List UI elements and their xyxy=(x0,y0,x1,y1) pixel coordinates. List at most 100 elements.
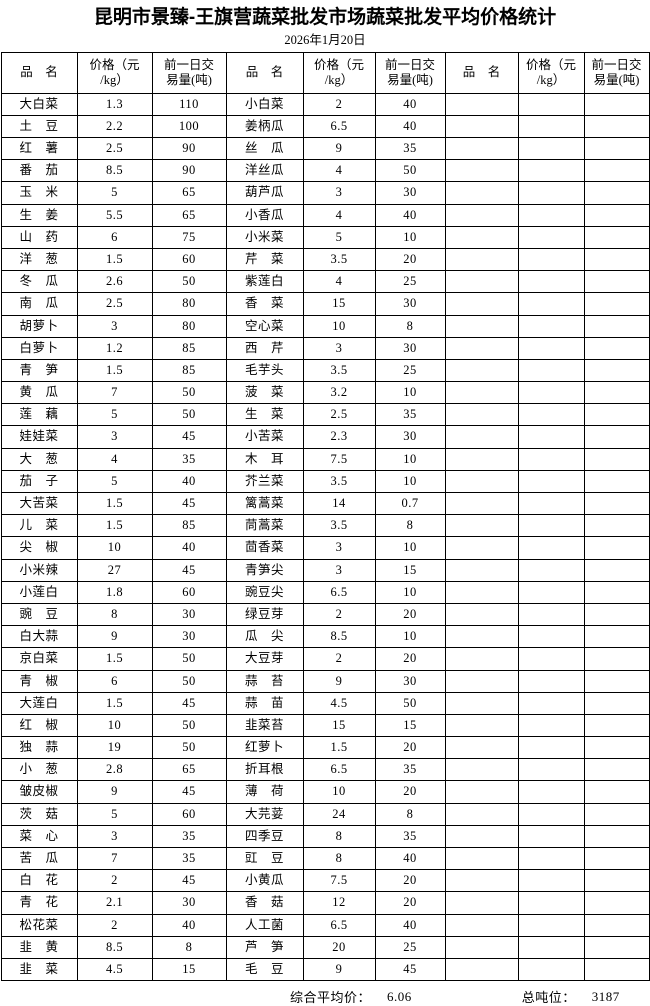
header-name-1: 品 名 xyxy=(0,51,78,94)
cell-volume-1: 45 xyxy=(151,425,227,449)
cell-volume-2: 40 xyxy=(374,92,446,116)
cell-product-name-3 xyxy=(444,824,519,849)
cell-product-name-1: 番 茄 xyxy=(0,159,78,183)
cell-volume-1: 15 xyxy=(151,957,227,982)
cell-price-2: 2 xyxy=(302,602,376,627)
header-price-line1: 价格（元 xyxy=(525,58,576,73)
cell-volume-1: 60 xyxy=(151,247,227,272)
cell-volume-3 xyxy=(583,824,650,849)
cell-price-2: 3.5 xyxy=(302,247,376,272)
cell-price-1: 1.3 xyxy=(76,92,153,116)
cell-volume-3 xyxy=(583,114,650,139)
cell-volume-3 xyxy=(583,381,650,405)
cell-volume-2: 10 xyxy=(374,580,446,604)
cell-volume-2: 10 xyxy=(374,447,446,471)
cell-volume-2: 10 xyxy=(374,625,446,649)
cell-price-1: 2.5 xyxy=(76,292,153,316)
cell-price-1: 2 xyxy=(76,913,153,937)
cell-price-2: 6.5 xyxy=(302,913,376,937)
cell-price-1: 8.5 xyxy=(76,935,153,959)
cell-volume-1: 30 xyxy=(151,891,227,915)
cell-volume-3 xyxy=(583,869,650,893)
cell-volume-2: 40 xyxy=(374,913,446,937)
cell-price-3 xyxy=(517,181,585,205)
cell-product-name-3 xyxy=(444,891,519,915)
table-row: 大 葱 4 35 木 耳 7.5 10 xyxy=(0,447,650,471)
cell-price-1: 3 xyxy=(76,824,153,849)
cell-volume-1: 45 xyxy=(151,869,227,893)
cell-price-2: 3 xyxy=(302,536,376,560)
table-row: 菜 心 3 35 四季豆 8 35 xyxy=(0,824,650,849)
cell-volume-1: 60 xyxy=(151,580,227,604)
cell-volume-1: 100 xyxy=(151,114,227,139)
cell-price-1: 7 xyxy=(76,847,153,871)
cell-volume-1: 60 xyxy=(151,802,227,826)
cell-product-name-1: 胡萝卜 xyxy=(0,314,78,338)
cell-price-2: 1.5 xyxy=(302,736,376,760)
cell-price-2: 2.5 xyxy=(302,403,376,427)
cell-product-name-3 xyxy=(444,469,519,494)
cell-volume-1: 50 xyxy=(151,669,227,693)
cell-price-2: 8.5 xyxy=(302,625,376,649)
cell-volume-3 xyxy=(583,780,650,804)
table-row: 茨 菇 5 60 大芫荽 24 8 xyxy=(0,802,650,826)
cell-product-name-1: 小莲白 xyxy=(0,580,78,604)
header-volume-line1: 前一日交 xyxy=(384,58,435,73)
cell-price-2: 10 xyxy=(302,780,376,804)
header-row: 品 名 价格（元 /kg） 前一日交 易量(吨) 品 名 价格（元 /kg） 前… xyxy=(0,51,650,94)
cell-price-2: 7.5 xyxy=(302,447,376,471)
cell-product-name-1: 大白菜 xyxy=(0,92,78,116)
cell-price-1: 5 xyxy=(76,403,153,427)
cell-price-2: 3.2 xyxy=(302,381,376,405)
cell-volume-3 xyxy=(583,203,650,227)
cell-volume-3 xyxy=(583,247,650,272)
cell-volume-1: 30 xyxy=(151,602,227,627)
cell-volume-1: 50 xyxy=(151,403,227,427)
cell-volume-1: 35 xyxy=(151,824,227,849)
cell-product-name-2: 芹 菜 xyxy=(225,247,304,272)
header-price-line2: /kg） xyxy=(324,72,354,87)
cell-product-name-2: 丝 瓜 xyxy=(225,137,304,161)
cell-product-name-3 xyxy=(444,647,519,671)
cell-price-3 xyxy=(517,492,585,516)
table-row: 小 葱 2.8 65 折耳根 6.5 35 xyxy=(0,758,650,782)
cell-product-name-3 xyxy=(444,847,519,871)
cell-volume-2: 15 xyxy=(374,713,446,738)
cell-volume-3 xyxy=(583,270,650,294)
cell-volume-1: 40 xyxy=(151,913,227,937)
cell-volume-1: 35 xyxy=(151,447,227,471)
cell-product-name-3 xyxy=(444,181,519,205)
cell-product-name-1: 大 葱 xyxy=(0,447,78,471)
table-row: 青 椒 6 50 蒜 苔 9 30 xyxy=(0,669,650,693)
cell-price-3 xyxy=(517,891,585,915)
cell-volume-1: 85 xyxy=(151,358,227,383)
cell-product-name-1: 山 药 xyxy=(0,225,78,249)
cell-product-name-2: 西 芹 xyxy=(225,336,304,360)
cell-price-2: 4 xyxy=(302,159,376,183)
report-date: 2026年1月20日 xyxy=(284,32,366,47)
cell-product-name-3 xyxy=(444,114,519,139)
header-volume-line1: 前一日交 xyxy=(163,58,214,73)
cell-price-1: 1.2 xyxy=(76,336,153,360)
cell-product-name-3 xyxy=(444,425,519,449)
cell-volume-1: 45 xyxy=(151,492,227,516)
cell-volume-3 xyxy=(583,935,650,959)
header-price-1: 价格（元 /kg） xyxy=(76,51,153,94)
cell-product-name-3 xyxy=(444,514,519,538)
cell-price-3 xyxy=(517,336,585,360)
cell-volume-2: 0.7 xyxy=(374,492,446,516)
cell-price-1: 27 xyxy=(76,558,153,582)
cell-price-2: 10 xyxy=(302,314,376,338)
cell-product-name-1: 茨 菇 xyxy=(0,802,78,826)
cell-price-1: 1.5 xyxy=(76,691,153,715)
cell-volume-3 xyxy=(583,137,650,161)
table-row: 洋 葱 1.5 60 芹 菜 3.5 20 xyxy=(0,247,650,272)
cell-product-name-3 xyxy=(444,270,519,294)
cell-product-name-1: 青 椒 xyxy=(0,669,78,693)
cell-product-name-2: 瓜 尖 xyxy=(225,625,304,649)
cell-product-name-3 xyxy=(444,492,519,516)
cell-volume-2: 25 xyxy=(374,358,446,383)
table-row: 番 茄 8.5 90 洋丝瓜 4 50 xyxy=(0,159,650,183)
cell-volume-3 xyxy=(583,891,650,915)
cell-price-3 xyxy=(517,669,585,693)
